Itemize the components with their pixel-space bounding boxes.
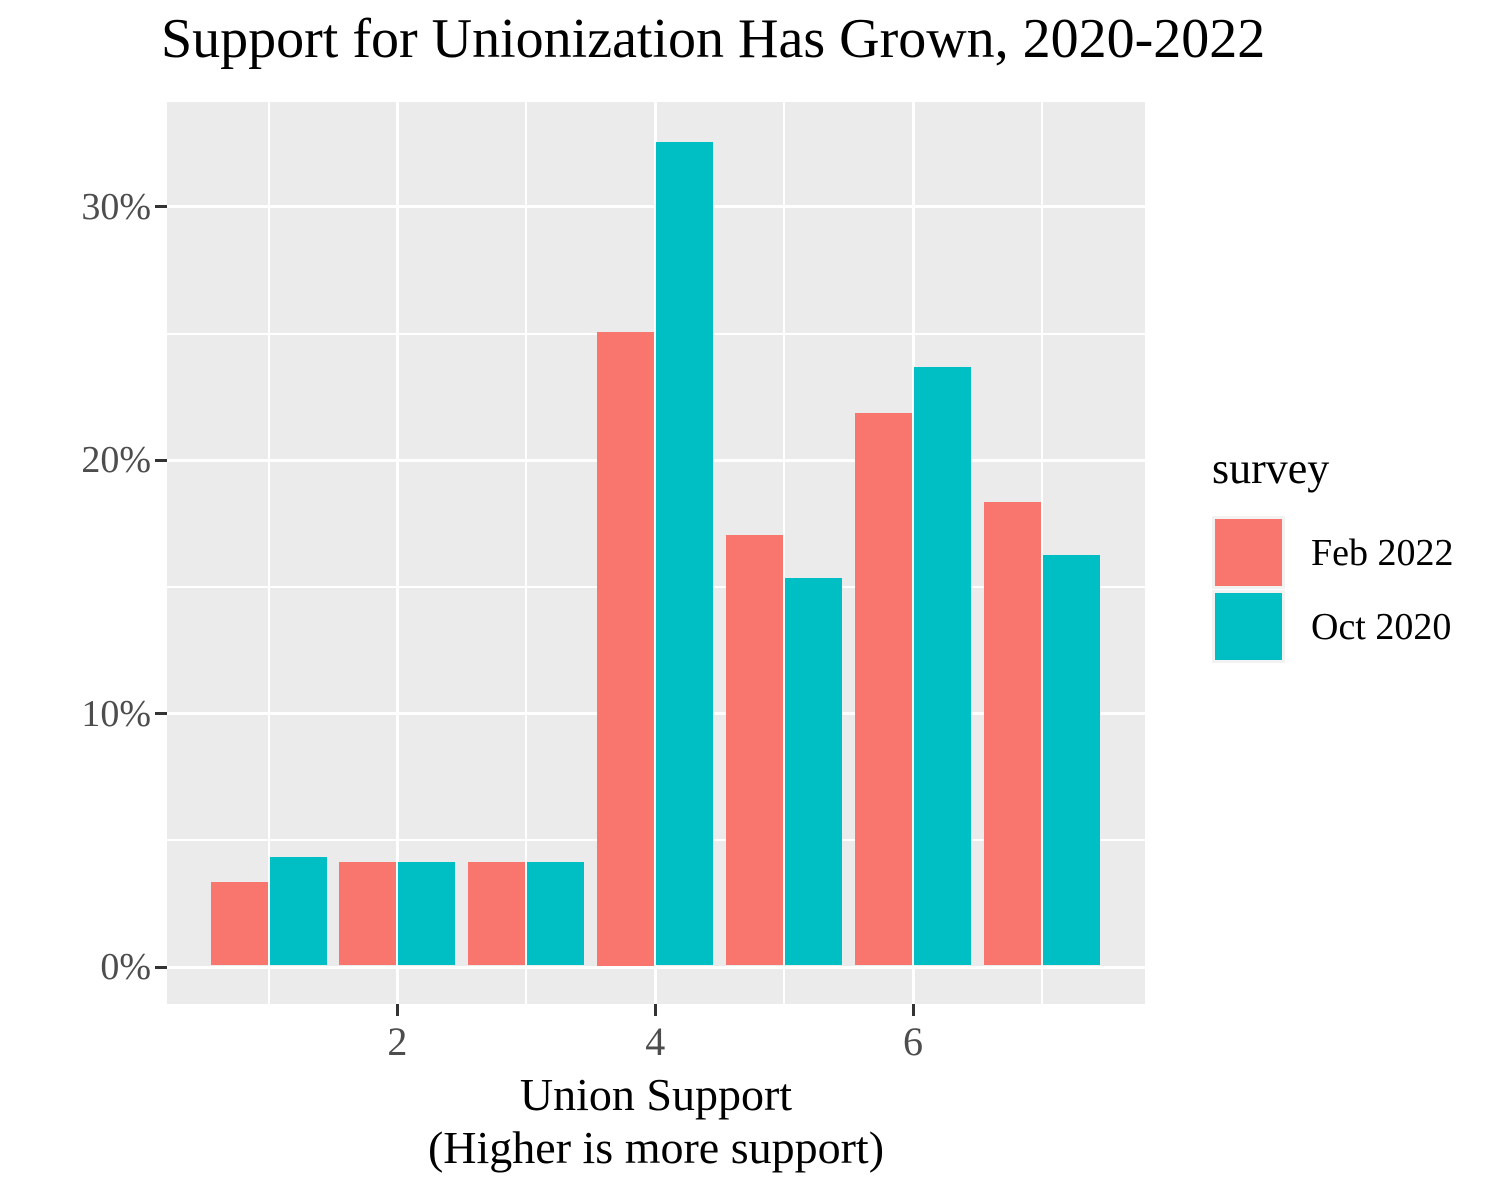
x-axis-tick — [911, 1004, 915, 1016]
x-tick-label: 6 — [903, 1019, 923, 1064]
gridline-minor-vertical — [525, 102, 528, 1004]
legend-title: survey — [1212, 444, 1330, 493]
plot-panel — [167, 102, 1145, 1004]
y-tick-label: 30% — [81, 185, 151, 228]
gridline-minor-vertical — [267, 102, 270, 1004]
y-tick-label: 20% — [81, 439, 151, 482]
gridline-minor-vertical — [1040, 102, 1043, 1004]
x-axis-title-line2: (Higher is more support) — [427, 1122, 885, 1173]
bar-oct-2020-x1 — [269, 856, 327, 966]
y-axis-tick — [155, 965, 167, 969]
y-tick-label: 10% — [81, 692, 151, 735]
x-tick-label: 4 — [645, 1019, 666, 1064]
legend-item-feb-2022: Feb 2022 — [1212, 516, 1454, 589]
bar-feb-2022-x3 — [468, 861, 526, 966]
x-axis-tick — [395, 1004, 399, 1016]
gridline-major-vertical — [395, 102, 399, 1004]
y-axis-tick — [155, 458, 167, 462]
bar-oct-2020-x7 — [1042, 554, 1100, 966]
chart-title: Support for Unionization Has Grown, 2020… — [161, 8, 1266, 70]
bar-oct-2020-x6 — [914, 367, 971, 966]
y-axis-tick — [155, 205, 167, 209]
gridline-minor-vertical — [783, 102, 786, 1004]
y-tick-label: 0% — [100, 946, 151, 988]
legend: survey Feb 2022 Oct 2020 — [1212, 444, 1454, 664]
gridline-major-vertical — [653, 102, 657, 1004]
x-axis-title: Union Support (Higher is more support) — [256, 1068, 1056, 1174]
y-axis-tick — [155, 712, 167, 716]
x-axis-title-line1: Union Support — [519, 1069, 793, 1120]
x-tick-label: 2 — [387, 1019, 408, 1064]
bar-oct-2020-x2 — [398, 861, 456, 966]
bar-oct-2020-x4 — [656, 141, 714, 966]
legend-key — [1212, 516, 1285, 589]
gridline-major-vertical — [911, 102, 915, 1004]
legend-swatch-oct-2020 — [1215, 593, 1282, 660]
legend-swatch-feb-2022 — [1215, 519, 1282, 586]
bar-feb-2022-x1 — [210, 881, 268, 966]
legend-label: Feb 2022 — [1311, 531, 1454, 574]
legend-key — [1212, 590, 1285, 663]
legend-item-oct-2020: Oct 2020 — [1212, 590, 1454, 663]
legend-label: Oct 2020 — [1311, 605, 1452, 648]
bar-feb-2022-x4 — [597, 332, 655, 966]
bar-feb-2022-x7 — [983, 501, 1041, 966]
bar-oct-2020-x5 — [785, 577, 843, 966]
x-axis-tick — [653, 1004, 657, 1016]
bar-feb-2022-x6 — [855, 413, 912, 966]
bar-feb-2022-x5 — [726, 534, 784, 966]
bar-feb-2022-x2 — [339, 861, 397, 966]
bar-oct-2020-x3 — [527, 861, 585, 966]
